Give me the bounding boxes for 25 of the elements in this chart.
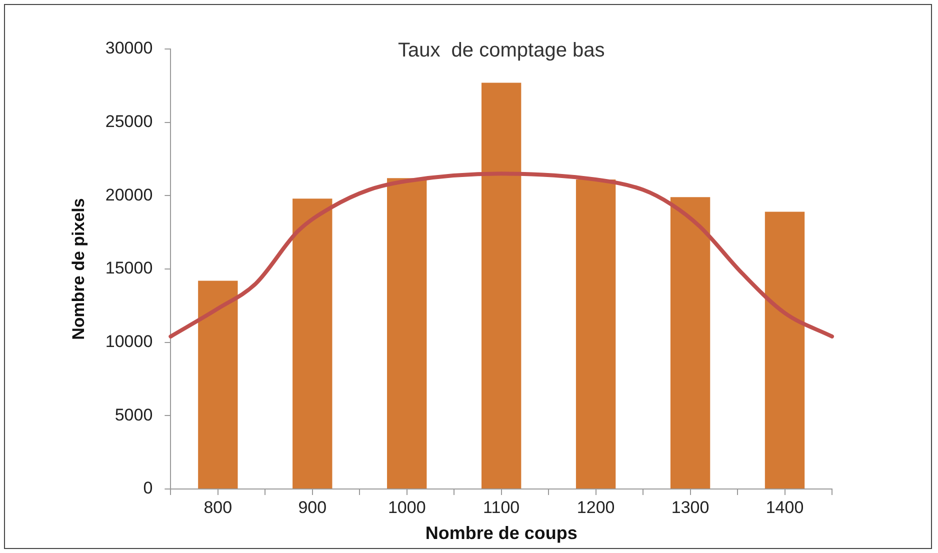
x-axis-title: Nombre de coups: [425, 523, 578, 544]
y-tick-label: 10000: [105, 332, 153, 352]
y-tick-label: 15000: [105, 258, 153, 278]
x-tick-label: 900: [298, 498, 327, 517]
y-tick-label: 20000: [105, 185, 153, 204]
y-tick-label: 5000: [114, 405, 153, 424]
x-tick-label: 1000: [388, 498, 426, 517]
y-tick-label: 25000: [105, 112, 153, 132]
chart-title: Taux de comptage bas: [398, 40, 605, 62]
bar: [670, 197, 710, 488]
x-tick-label: 1100: [483, 498, 520, 517]
bar: [576, 180, 616, 488]
bar: [198, 280, 238, 488]
x-tick-label: 800: [204, 498, 232, 517]
x-tick-label: 1300: [671, 498, 710, 517]
bar: [292, 198, 332, 488]
y-tick-label: 30000: [105, 38, 153, 58]
bar: [387, 178, 427, 488]
line-series: [168, 172, 834, 338]
x-tick-label: 1200: [576, 498, 615, 517]
bar: [764, 212, 805, 488]
y-tick-label: 0: [143, 478, 153, 498]
bar: [481, 82, 522, 488]
y-axis-title: Nombre de pixels: [68, 198, 88, 340]
x-tick-label: 1400: [766, 498, 804, 517]
